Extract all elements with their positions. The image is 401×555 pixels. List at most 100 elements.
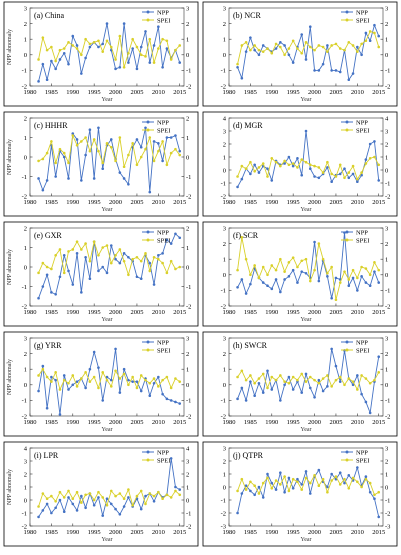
y2-tick-label: 3 <box>385 5 388 12</box>
series-line-npp <box>237 348 380 415</box>
data-point-spei <box>58 248 62 251</box>
data-point-spei <box>127 153 130 157</box>
legend-label: NPP <box>157 9 169 16</box>
x-tick-label: 1980 <box>24 309 37 316</box>
data-point-spei <box>109 145 113 149</box>
data-point-spei <box>118 34 122 38</box>
data-point-spei <box>326 271 329 275</box>
data-point-spei <box>266 386 269 390</box>
legend-item-spei: SPEI <box>341 17 369 24</box>
x-tick-label: 2010 <box>351 89 364 96</box>
data-point-spei <box>45 48 49 52</box>
data-point-npp <box>84 506 87 510</box>
data-point-spei <box>178 380 182 383</box>
data-point-spei <box>296 47 299 50</box>
y2-tick-label: 2 <box>186 225 189 232</box>
data-point-spei <box>296 166 299 169</box>
y-tick-label: 3 <box>223 335 226 342</box>
data-point-npp <box>50 291 53 294</box>
legend-label: NPP <box>356 119 368 126</box>
data-point-spei <box>373 493 376 497</box>
data-point-spei <box>261 162 265 165</box>
data-point-spei <box>308 279 312 283</box>
plot-area <box>228 7 384 87</box>
data-point-spei <box>326 374 329 377</box>
x-tick-label: 2000 <box>308 89 321 96</box>
y-tick-label: 3 <box>223 225 226 232</box>
legend-marker <box>146 348 150 352</box>
data-point-npp <box>161 159 164 163</box>
data-point-npp <box>118 65 122 69</box>
y2-tick-label: -2 <box>385 83 390 90</box>
data-point-npp <box>97 366 100 369</box>
y-tick-label: -1 <box>221 497 226 504</box>
data-point-spei <box>152 494 156 498</box>
x-tick-label: 1980 <box>223 419 236 426</box>
data-point-spei <box>253 484 256 488</box>
data-point-npp <box>351 383 355 387</box>
y-tick-label: -2 <box>221 193 226 200</box>
data-point-spei <box>343 48 346 52</box>
panel-title: (h) SWCR <box>233 341 268 350</box>
data-point-npp <box>244 399 248 402</box>
data-point-npp <box>152 500 156 503</box>
data-point-spei <box>326 160 329 164</box>
series-line-spei <box>237 156 380 181</box>
data-point-spei <box>169 58 173 61</box>
data-point-spei <box>80 377 83 380</box>
data-point-npp <box>338 172 342 176</box>
data-point-npp <box>152 283 156 286</box>
data-point-spei <box>92 498 96 502</box>
data-point-spei <box>321 377 325 380</box>
data-point-spei <box>244 167 248 170</box>
data-point-spei <box>356 480 359 484</box>
data-point-npp <box>114 257 117 261</box>
data-point-spei <box>148 492 152 495</box>
data-point-spei <box>321 477 325 481</box>
data-point-npp <box>261 496 265 499</box>
series-line-npp <box>38 458 180 518</box>
data-point-npp <box>62 374 66 377</box>
data-point-npp <box>75 44 79 47</box>
data-point-spei <box>122 65 126 69</box>
x-tick-label: 1990 <box>265 199 278 206</box>
data-point-npp <box>109 378 113 382</box>
data-point-spei <box>313 378 316 382</box>
data-point-spei <box>368 30 372 33</box>
panel-d-mgr: -2 -2 -1 -1 0 0 1 1 2 2 3 3 4 4 1980 1985 1990 1995 2000 20… <box>202 111 398 217</box>
data-point-spei <box>41 492 45 495</box>
legend-label: SPEI <box>157 237 170 244</box>
data-point-npp <box>135 380 139 383</box>
y-axis-label: NPP abnomaly <box>7 29 13 65</box>
data-point-spei <box>270 51 274 55</box>
data-point-npp <box>296 477 299 481</box>
data-point-spei <box>165 271 169 275</box>
y2-tick-label: 3 <box>186 458 189 465</box>
data-point-npp <box>356 180 359 183</box>
data-point-spei <box>283 380 286 383</box>
y-tick-label: 2 <box>24 21 27 28</box>
data-point-npp <box>283 44 286 47</box>
data-point-spei <box>139 53 143 57</box>
data-point-npp <box>92 503 96 507</box>
x-tick-label: 2000 <box>109 419 122 426</box>
series-line-spei <box>38 133 181 167</box>
data-point-spei <box>261 50 265 53</box>
data-point-npp <box>308 386 312 390</box>
data-point-spei <box>178 44 182 47</box>
x-tick-label: 2000 <box>109 89 122 96</box>
x-tick-label: 2010 <box>152 419 165 426</box>
data-point-npp <box>37 389 40 393</box>
x-tick-label: 1990 <box>66 89 79 96</box>
data-point-spei <box>178 153 182 157</box>
data-point-spei <box>92 138 96 141</box>
data-point-spei <box>67 381 70 385</box>
data-point-npp <box>279 399 282 402</box>
data-point-npp <box>109 502 113 506</box>
data-point-spei <box>373 261 376 264</box>
y2-tick-label: 4 <box>186 445 190 452</box>
data-point-npp <box>236 185 239 189</box>
data-point-npp <box>356 374 359 377</box>
y2-tick-label: 0 <box>186 497 189 504</box>
data-point-spei <box>71 134 75 137</box>
